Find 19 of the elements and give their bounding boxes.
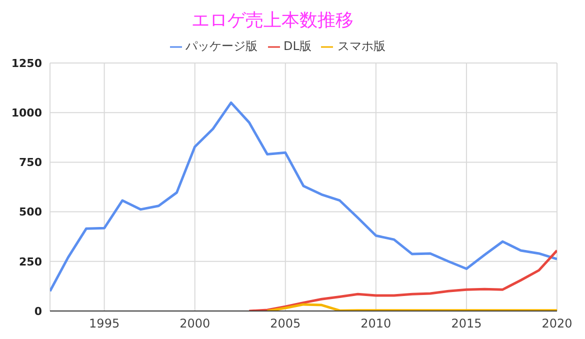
chart-title: エロゲ売上本数推移 bbox=[190, 9, 354, 33]
x-tick-label: 2020 bbox=[542, 316, 572, 331]
x-tick-label: 2005 bbox=[270, 316, 301, 331]
legend-label: DL版 bbox=[284, 39, 312, 53]
y-tick-label: 500 bbox=[19, 206, 42, 219]
x-tick-label: 2010 bbox=[360, 316, 392, 331]
y-tick-label: 250 bbox=[19, 255, 42, 268]
y-tick-label: 0 bbox=[34, 304, 42, 318]
x-tick-label: 1995 bbox=[89, 316, 120, 331]
y-tick-label: 1000 bbox=[11, 106, 42, 120]
y-tick-label: 1250 bbox=[11, 56, 42, 70]
legend-label: スマホ版 bbox=[337, 39, 386, 53]
x-tick-label: 2000 bbox=[180, 316, 210, 331]
line-series bbox=[50, 101, 557, 292]
line-series bbox=[266, 303, 557, 311]
legend-label: パッケージ版 bbox=[186, 39, 258, 53]
y-tick-label: 750 bbox=[19, 156, 42, 170]
x-tick-label: 2015 bbox=[451, 316, 482, 331]
line-series bbox=[248, 249, 557, 311]
